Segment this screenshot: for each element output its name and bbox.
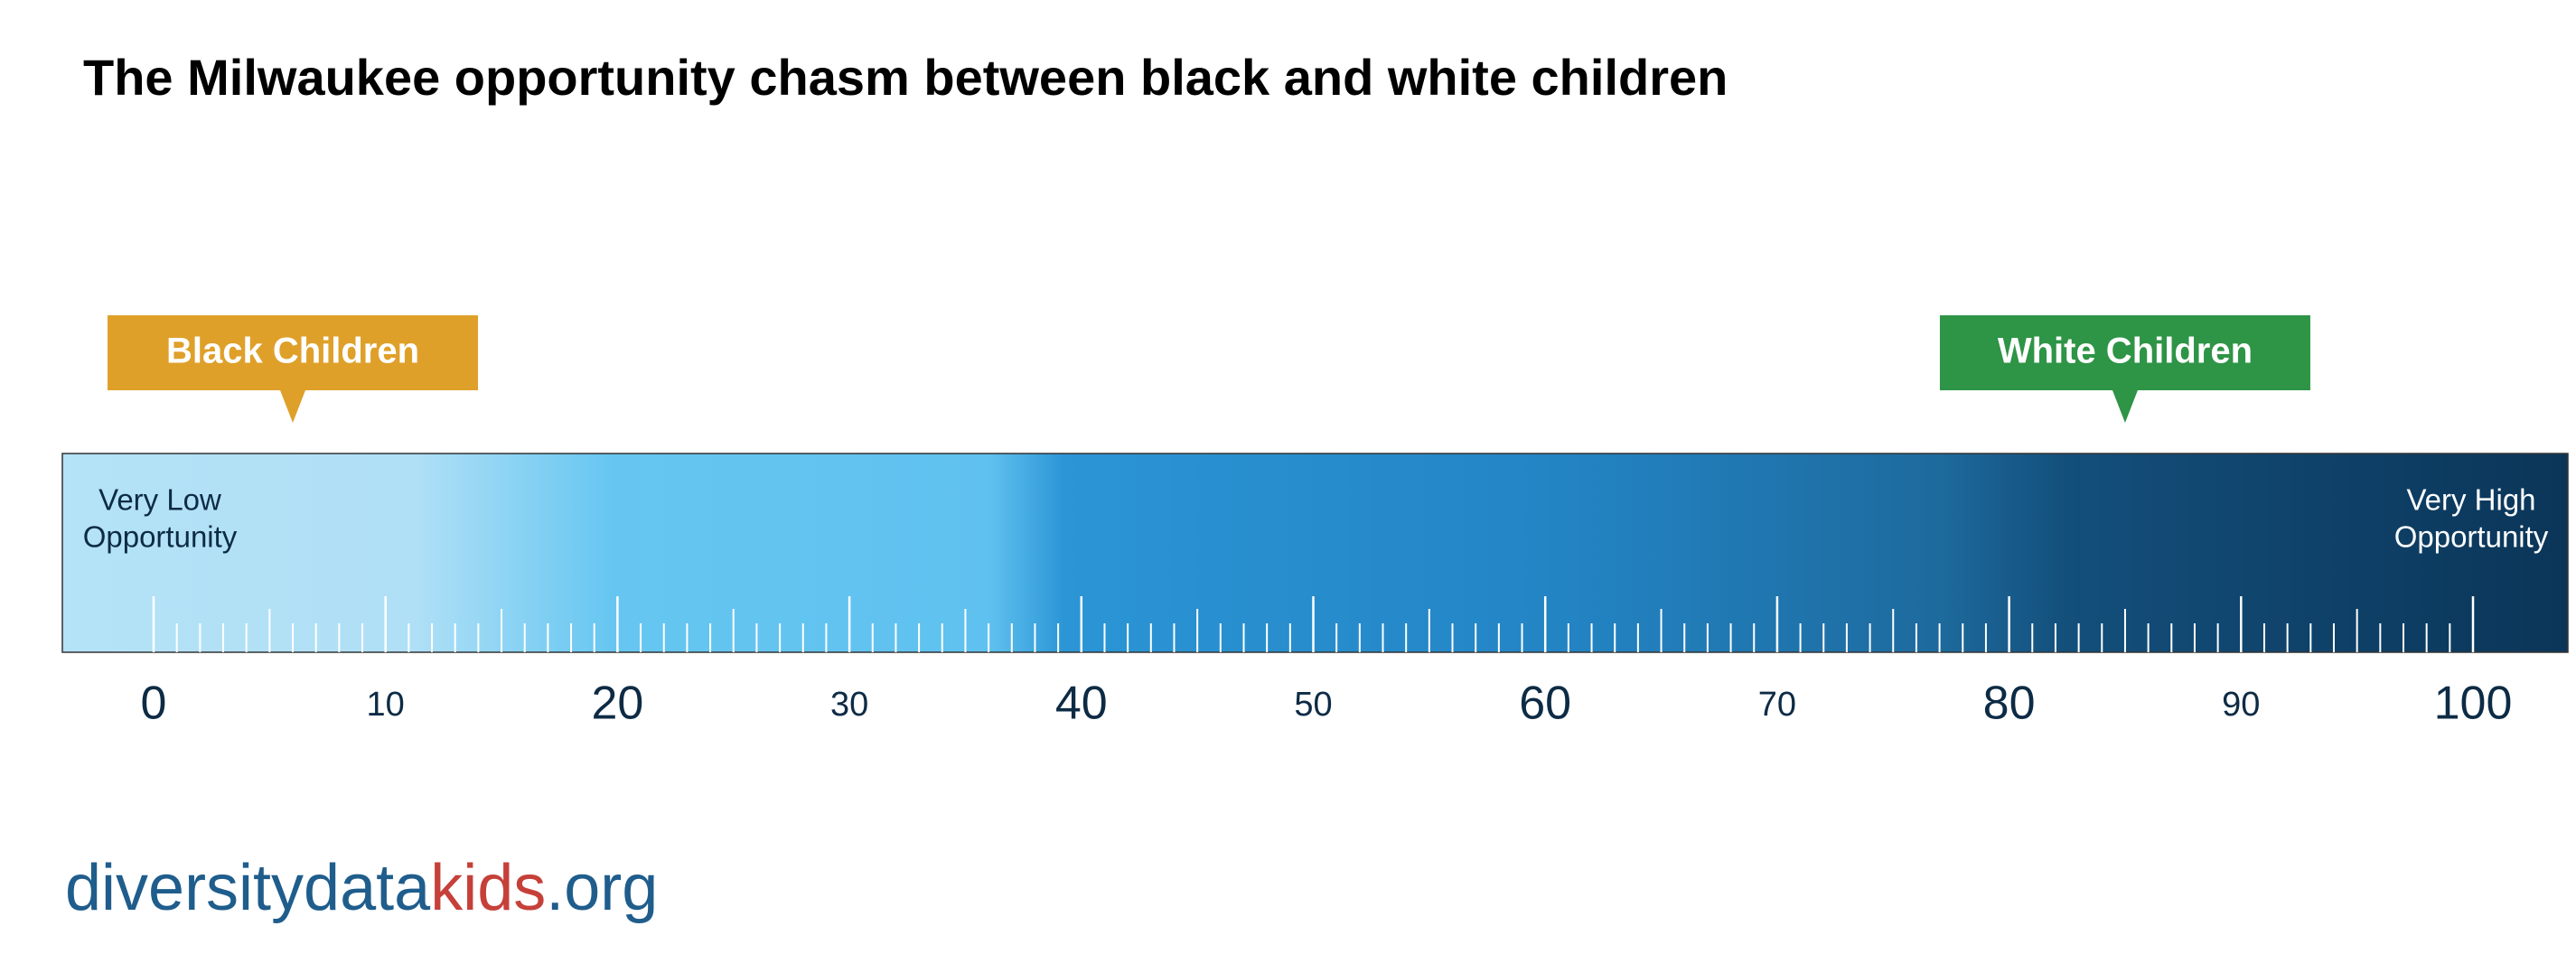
logo: diversitydatakids.org xyxy=(65,852,658,924)
logo-part: diversitydata xyxy=(65,852,431,924)
scale-bar xyxy=(61,453,2569,653)
chart-title: The Milwaukee opportunity chasm between … xyxy=(83,49,1728,106)
high-label: Very High xyxy=(2406,483,2535,517)
high-label: Opportunity xyxy=(2394,520,2549,554)
x-tick-label: 80 xyxy=(1983,678,2036,730)
marker-callout xyxy=(108,315,479,423)
x-tick-label: 40 xyxy=(1055,678,1108,730)
x-tick-label: 30 xyxy=(830,686,868,724)
x-tick-label: 100 xyxy=(2434,678,2513,730)
x-tick-label: 10 xyxy=(367,686,405,724)
low-label: Very Low xyxy=(98,483,221,517)
marker-label: Black Children xyxy=(166,332,419,371)
marker-callout xyxy=(1939,315,2310,423)
marker-label: White Children xyxy=(1998,332,2253,371)
logo-part: kids xyxy=(430,852,546,924)
x-tick-label: 70 xyxy=(1758,686,1796,724)
x-tick-label: 0 xyxy=(141,678,167,730)
x-tick-label: 60 xyxy=(1519,678,1571,730)
x-tick-label: 90 xyxy=(2222,686,2260,724)
low-label: Opportunity xyxy=(83,520,238,554)
x-tick-label: 50 xyxy=(1294,686,1332,724)
x-tick-label: 20 xyxy=(591,678,643,730)
logo-part: .org xyxy=(546,852,658,924)
